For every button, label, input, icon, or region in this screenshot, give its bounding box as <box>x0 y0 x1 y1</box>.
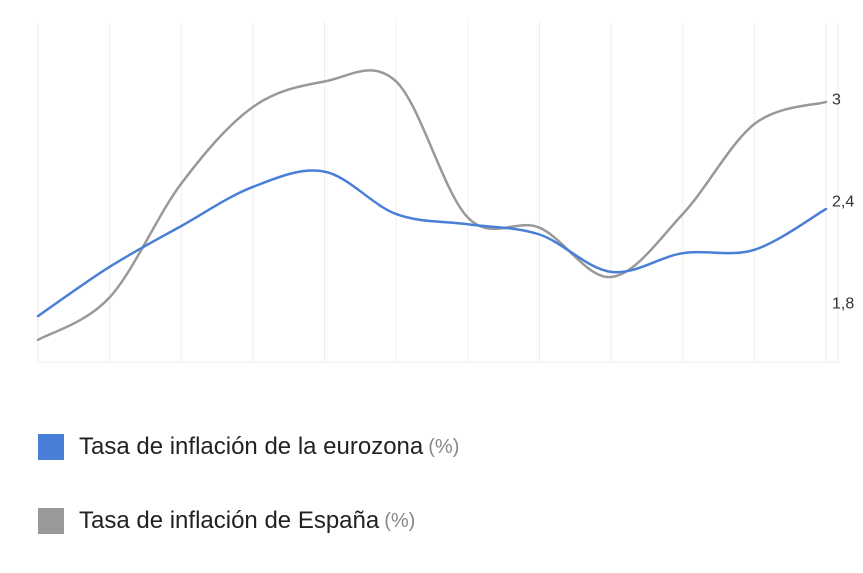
legend-unit-eurozone: (%) <box>428 435 460 458</box>
series-line-eurozone[interactable] <box>36 169 828 318</box>
legend-label-spain: Tasa de inflación de España <box>79 507 380 534</box>
chart-legend: Tasa de inflación de la eurozona (%) Tas… <box>38 425 459 573</box>
chart-series <box>36 69 828 342</box>
y-tick-label: 1,8 <box>832 296 854 313</box>
legend-label-eurozone: Tasa de inflación de la eurozona <box>79 433 424 460</box>
chart-grid <box>37 22 839 363</box>
legend-item-eurozone[interactable]: Tasa de inflación de la eurozona (%) <box>38 425 459 469</box>
legend-swatch-eurozone <box>38 434 64 460</box>
series-line-spain[interactable] <box>36 69 828 342</box>
line-chart: 1,8 2,4 3 <box>36 22 854 363</box>
y-tick-label: 2,4 <box>832 194 854 211</box>
y-tick-label: 3 <box>832 92 841 109</box>
legend-swatch-spain <box>38 508 64 534</box>
legend-unit-spain: (%) <box>384 509 416 532</box>
legend-item-spain[interactable]: Tasa de inflación de España (%) <box>38 499 459 543</box>
y-axis-tick-labels: 1,8 2,4 3 <box>832 92 854 313</box>
